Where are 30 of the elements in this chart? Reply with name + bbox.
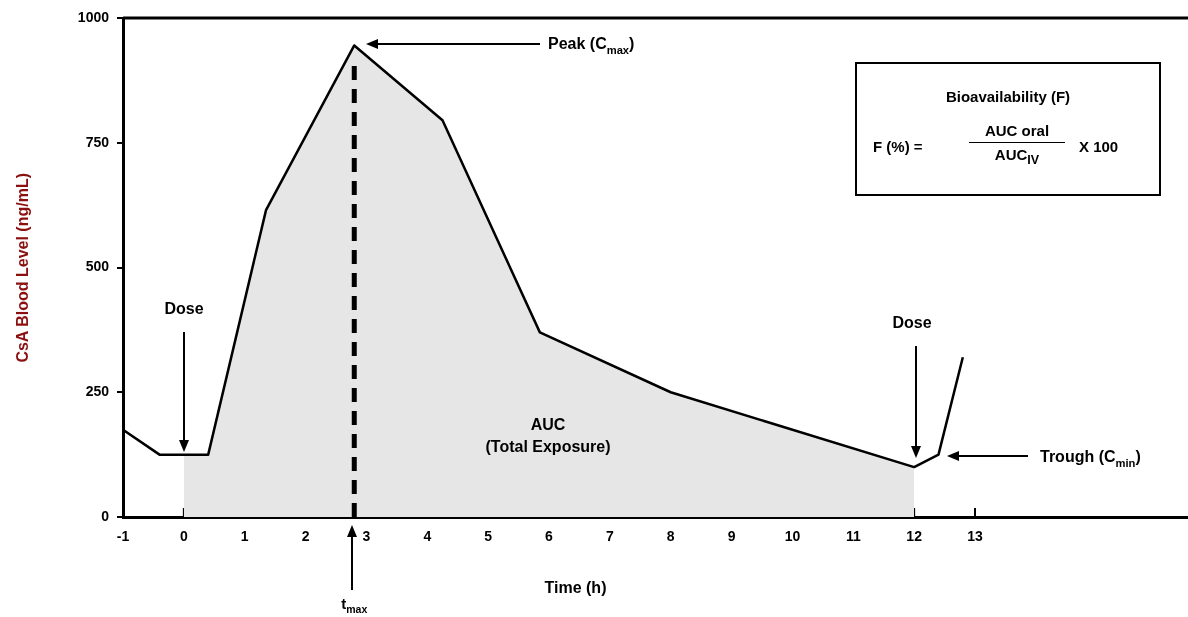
y-tick-label: 0 <box>101 507 110 524</box>
annotation: AUC oral <box>969 122 1065 143</box>
x-tick-label: 10 <box>784 528 801 545</box>
x-axis-title: Time (h) <box>544 579 607 597</box>
x-tick-label: 8 <box>666 528 675 545</box>
annotation: AUC (Total Exposure) <box>485 416 611 456</box>
annotation: Dose <box>164 300 204 318</box>
annotation: Dose <box>892 314 932 332</box>
annotation: Bioavailability (F) <box>944 88 1072 105</box>
x-tick-label: 1 <box>240 528 249 545</box>
annotation: AUC$_{IV}$ <box>993 145 1041 167</box>
y-tick-label: 500 <box>85 258 110 275</box>
x-tick-label: 6 <box>545 528 554 545</box>
x-tick-label: 7 <box>605 528 614 545</box>
x-tick-label: 4 <box>423 528 432 545</box>
y-tick-label: 750 <box>85 133 110 150</box>
y-tick-label: 1000 <box>77 8 110 25</box>
annotation: F (%) = <box>873 138 923 155</box>
annotation: X 100 <box>1079 138 1119 155</box>
x-tick-label: 11 <box>845 528 861 545</box>
x-tick-label: 3 <box>362 528 371 545</box>
x-tick-label: 2 <box>301 528 310 545</box>
y-tick-label: 250 <box>85 383 110 400</box>
x-tick-label: 0 <box>179 528 188 545</box>
x-tick-label: 5 <box>484 528 493 545</box>
x-tick-label: 13 <box>967 528 983 545</box>
x-tick-label: -1 <box>116 528 130 545</box>
x-tick-label: 12 <box>906 528 923 545</box>
x-tick-label: 9 <box>727 528 736 545</box>
y-axis-title: CsA Blood Level (ng/mL) <box>14 172 32 363</box>
